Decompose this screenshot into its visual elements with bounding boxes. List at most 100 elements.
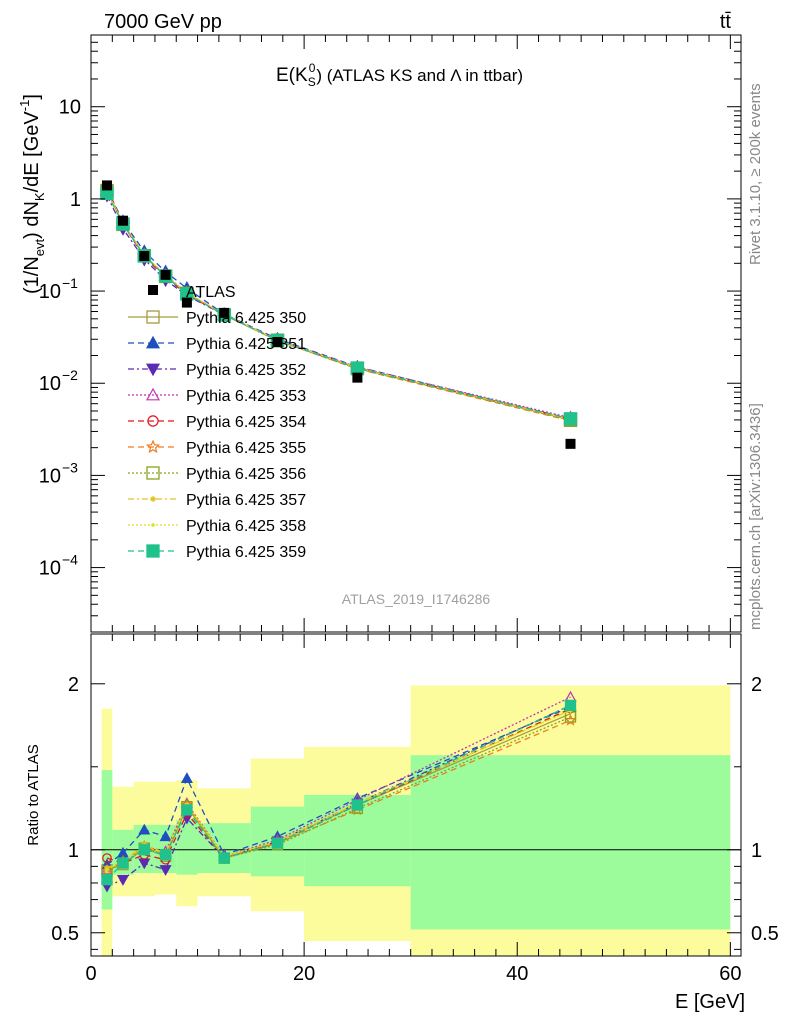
series-marker [102, 853, 112, 863]
ratio-frame [90, 633, 742, 957]
legend-entry-8: Pythia 6.425 357 [128, 492, 306, 509]
ratio-y-axis-label: Ratio to ATLAS [25, 744, 42, 845]
data-point [117, 215, 128, 226]
x-tick-label: 60 [719, 963, 741, 985]
series-marker [145, 439, 161, 454]
legend-entry-2: Pythia 6.425 351 [128, 335, 306, 353]
x-tick-label: 20 [293, 963, 315, 985]
data-point [565, 438, 576, 449]
x-tick-label: 40 [506, 963, 528, 985]
legend-label: Pythia 6.425 352 [186, 362, 306, 379]
series-marker [181, 804, 193, 816]
series-6 [99, 183, 578, 427]
rivet-note: Rivet 3.1.10, ≥ 200k events [747, 83, 764, 265]
series-marker [146, 544, 160, 558]
energy-label: 7000 GeV pp [104, 11, 222, 33]
series-line [106, 190, 571, 421]
y-tick-exponent: −1 [62, 275, 78, 291]
series-4 [99, 183, 578, 424]
series-marker [145, 363, 161, 377]
series-1 [100, 183, 578, 427]
series-line [106, 190, 571, 421]
series-5 [101, 181, 577, 425]
series-marker [350, 361, 365, 375]
series-line [106, 190, 571, 421]
ratio-y-tick-label-right: 0.5 [751, 923, 779, 945]
legend-entry-4: Pythia 6.425 353 [128, 387, 306, 405]
series-line [106, 190, 571, 419]
series-marker [145, 335, 161, 349]
ratio-y-tick-label: 2 [68, 674, 79, 696]
data-point [219, 307, 230, 318]
series-9 [105, 188, 573, 422]
series-marker [271, 837, 284, 849]
series-marker [100, 864, 114, 877]
legend-entry-9: Pythia 6.425 358 [128, 518, 306, 535]
data-point [352, 372, 363, 383]
ratio-line [106, 716, 571, 872]
y-tick-label: 10 [39, 465, 61, 487]
y-tick-exponent: −3 [62, 459, 78, 475]
inner-uncertainty-band [101, 770, 113, 910]
x-axis-label: E [GeV] [675, 991, 745, 1013]
ratio-y-tick-label-right: 2 [751, 674, 762, 696]
legend-entry-6: Pythia 6.425 355 [128, 439, 306, 457]
series-marker [116, 875, 129, 886]
legend-label: Pythia 6.425 358 [186, 518, 306, 535]
ratio-panel: 0.5 0.51 12 20 20 40 60 Ratio to ATLAS E [GeV] [25, 633, 779, 1013]
legend-label: Pythia 6.425 356 [186, 466, 306, 483]
ratio-y-tick-label: 0.5 [51, 923, 79, 945]
legend-entry-5: Pythia 6.425 354 [128, 414, 306, 431]
series-marker [146, 466, 160, 480]
ratio-y-tick-label-right: 1 [751, 840, 762, 862]
legend-label: Pythia 6.425 351 [186, 336, 306, 353]
series-line [106, 187, 571, 420]
series-marker [218, 852, 230, 864]
y-tick-label: 10 [59, 97, 81, 119]
series-10 [100, 186, 578, 426]
ratio-y-tick-label: 1 [68, 840, 79, 862]
data-point [160, 269, 171, 280]
series-line [106, 189, 571, 421]
process-label: tt̄ [720, 11, 732, 33]
legend-label: Pythia 6.425 353 [186, 388, 306, 405]
series-marker [563, 412, 578, 426]
inner-uncertainty-band [410, 755, 731, 930]
inner-uncertainty-band [176, 819, 198, 875]
data-point [272, 337, 283, 348]
series-marker [159, 849, 172, 861]
series-marker [564, 699, 577, 712]
series-marker [351, 799, 364, 811]
legend: ATLAS Pythia 6.425 350 Pythia 6.425 351 Pyt… [128, 284, 306, 561]
legend-label: Pythia 6.425 355 [186, 440, 306, 457]
y-tick-label: 1 [70, 189, 81, 211]
legend-label: Pythia 6.425 359 [186, 544, 306, 561]
series-line [106, 195, 571, 420]
y-tick-label: 10 [39, 281, 61, 303]
series-marker [151, 523, 155, 527]
legend-swatch [148, 285, 158, 295]
ratio-series-10 [101, 699, 577, 886]
series-3 [99, 189, 578, 427]
legend-entry-1: Pythia 6.425 350 [128, 310, 306, 327]
data-points [101, 180, 576, 449]
series-marker [159, 865, 172, 876]
series-marker [138, 844, 150, 856]
ratio-line [106, 704, 571, 881]
ratio-plot-area [91, 685, 741, 956]
series-marker [105, 867, 109, 872]
series-line [106, 190, 571, 422]
series-marker [159, 830, 172, 842]
legend-entry-data: ATLAS [148, 284, 236, 301]
y-tick-exponent: −2 [62, 367, 78, 383]
analysis-id: ATLAS_2019_I1746286 [342, 591, 491, 607]
main-y-axis-label: (1/Nevt) dNK/dE [GeV-1] [17, 94, 47, 294]
legend-label: Pythia 6.425 354 [186, 414, 306, 431]
series-marker [150, 496, 156, 502]
legend-entry-10: Pythia 6.425 359 [128, 544, 306, 561]
y-tick-label: 10 [39, 558, 61, 580]
series-marker [117, 857, 129, 869]
